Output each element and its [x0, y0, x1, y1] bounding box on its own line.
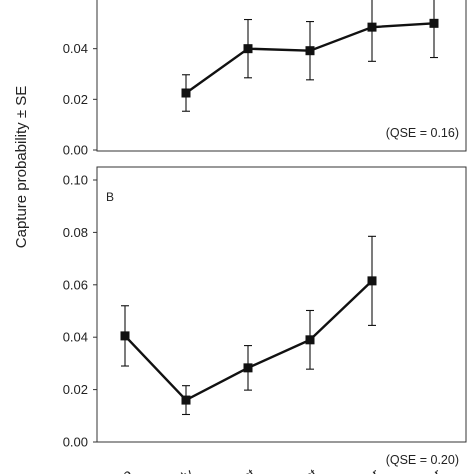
panel-top-ticks: 0.00 0.02 0.04: [63, 41, 97, 158]
panel-b-ticks: 0.00 0.02 0.04 0.06 0.08 0.10: [63, 173, 97, 450]
y-axis-label: Capture probability ± SE: [13, 86, 30, 248]
y-tick-label: 0.02: [63, 92, 88, 107]
data-point: [120, 331, 130, 341]
y-tick-label: 0.10: [63, 173, 88, 188]
y-tick-label: 0.04: [63, 330, 88, 345]
panel-b-annotation: (QSE = 0.20): [386, 453, 459, 467]
data-point: [305, 335, 315, 345]
data-point: [181, 395, 191, 405]
y-tick-label: 0.00: [63, 143, 88, 158]
panel-top-series: [181, 0, 439, 112]
panel-top-frame: [96, 0, 467, 152]
x-category-label: ly: [178, 465, 195, 474]
x-category-label: st: [240, 465, 258, 474]
panel-top: 0.00 0.02 0.04 (QSE = 0.16): [63, 0, 467, 158]
y-tick-label: 0.04: [63, 41, 88, 56]
panel-b: B 0.00 0.02 0.04 0.06 0.08 0.10 (QSE = 0.20): [63, 166, 467, 467]
x-category-label: st: [302, 465, 320, 474]
x-axis-category-labels: ne ly st st er er: [113, 465, 444, 474]
data-point: [243, 44, 253, 54]
data-point: [243, 363, 253, 373]
y-tick-label: 0.00: [63, 435, 88, 450]
x-category-label: ne: [113, 465, 135, 474]
panel-b-letter: B: [106, 190, 114, 204]
panel-b-frame: [96, 166, 467, 443]
data-point: [367, 276, 377, 286]
y-tick-label: 0.02: [63, 382, 88, 397]
y-tick-label: 0.08: [63, 225, 88, 240]
y-tick-label: 0.06: [63, 277, 88, 292]
x-category-label: er: [424, 465, 444, 474]
panel-b-series: [120, 235, 377, 416]
data-point: [367, 22, 377, 32]
data-point: [181, 88, 191, 98]
x-category-label: er: [362, 465, 382, 474]
panel-top-annotation: (QSE = 0.16): [386, 126, 459, 140]
data-point: [429, 18, 439, 28]
data-point: [305, 46, 315, 56]
